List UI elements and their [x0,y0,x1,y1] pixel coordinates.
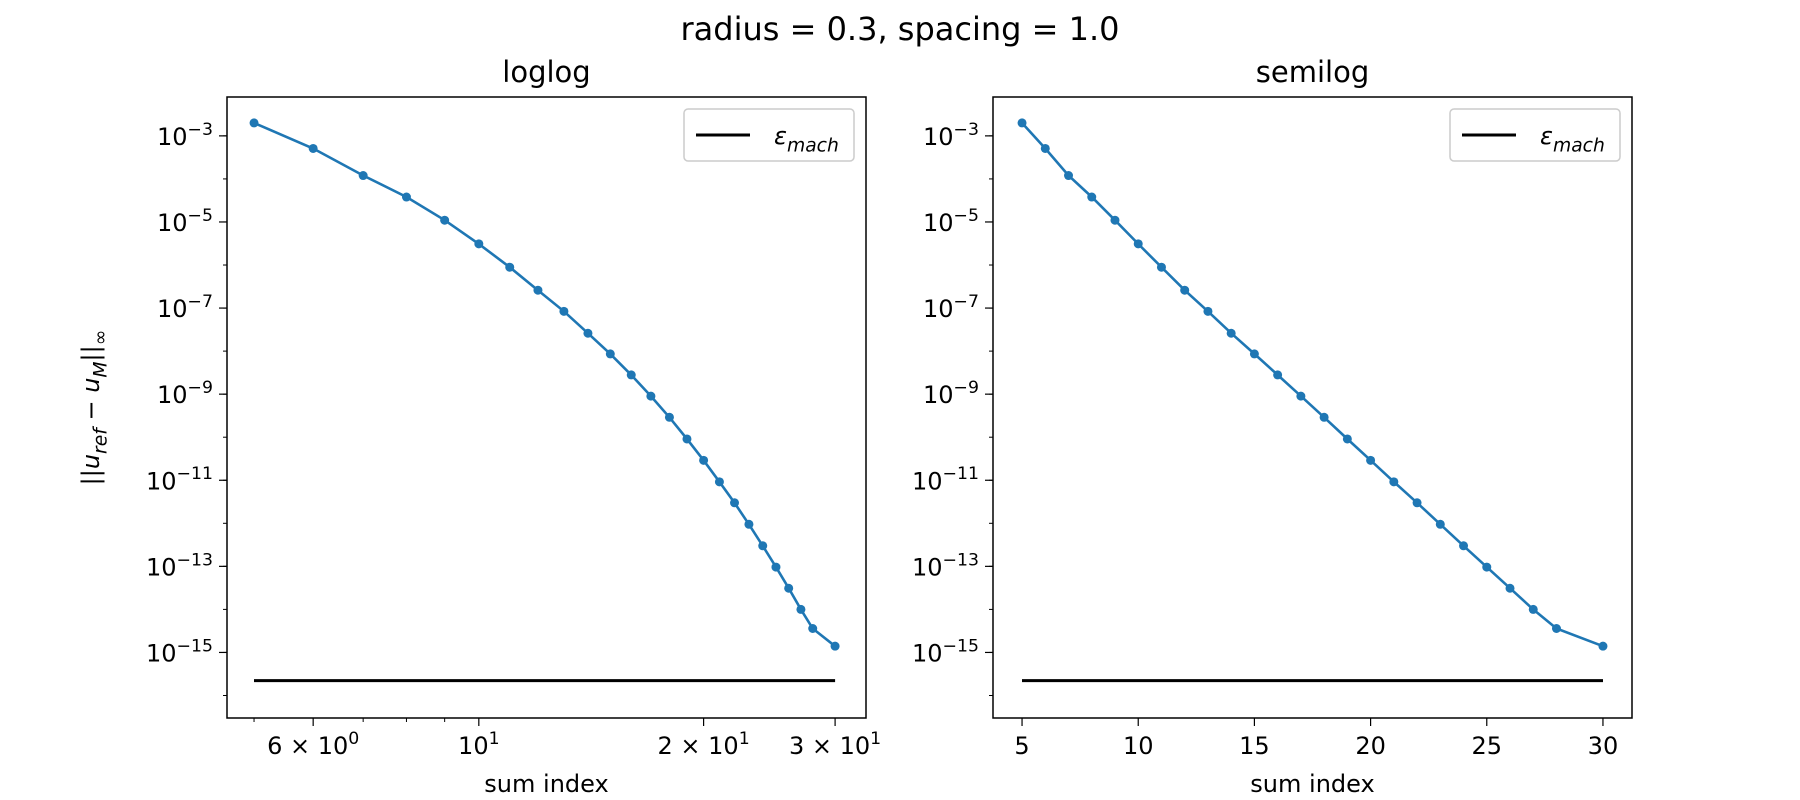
x-axis-title: sum index [484,770,608,798]
x-tick-label: 15 [1239,732,1270,760]
figure-suptitle: radius = 0.3, spacing = 1.0 [680,10,1119,48]
y-tick-label: 10−15​ [146,636,213,667]
x-tick-label: 101​ [458,729,500,760]
y-tick-label: 10−5​ [157,206,213,237]
data-point [1017,118,1027,128]
data-point [1505,583,1515,593]
x-axis-title: sum index [1250,770,1374,798]
panel-title: semilog [1256,55,1369,89]
y-tick-label: 10−13​ [146,550,213,581]
data-point [1435,519,1445,529]
data-point [1156,262,1166,272]
data-point [1273,370,1283,380]
data-point [1319,412,1329,422]
data-point [1528,604,1538,614]
y-tick-label: 10−9​ [923,378,979,409]
y-tick-label: 10−3​ [157,120,213,151]
data-point [358,171,368,181]
y-tick-label: 10−3​ [923,120,979,151]
data-point [664,412,674,422]
data-point [1087,192,1097,202]
y-tick-label: 10−11​ [912,464,979,495]
data-point [1226,328,1236,338]
x-tick-label: 2 × 101​ [658,729,750,760]
data-point [559,306,569,316]
x-tick-label: 20 [1355,732,1386,760]
data-point [1412,498,1422,508]
panel-title: loglog [502,55,590,89]
y-tick-label: 10−7​ [923,292,979,323]
data-point [730,498,740,508]
y-tick-label: 10−11​ [146,464,213,495]
plot-frame [226,96,867,719]
x-tick-label: 6 × 100​ [267,729,359,760]
legend-label: εmach​ [774,122,839,156]
data-point [830,641,840,651]
x-tick-label: 25 [1471,732,1502,760]
data-point [505,262,515,272]
data-point [758,541,768,551]
data-point [796,604,806,614]
data-point [699,455,709,465]
data-point [1296,391,1306,401]
data-point [1249,349,1259,359]
plot-frame [992,96,1633,719]
data-point [474,239,484,249]
data-point [1342,434,1352,444]
data-point [1389,477,1399,487]
y-tick-label: 10−9​ [157,378,213,409]
x-tick-label: 3 × 101​ [789,729,881,760]
data-point [533,285,543,295]
data-point [605,349,615,359]
legend: εmach​ [1449,108,1621,162]
data-point [1133,239,1143,249]
data-point [583,328,593,338]
data-point [1064,171,1074,181]
data-point [1598,641,1608,651]
y-axis-title: ||uref​ − uM​||∞​ [77,330,111,486]
legend-label: εmach​ [1540,122,1605,156]
data-point [771,562,781,572]
data-point [714,477,724,487]
semilog-panel: semilog 10−3​ 10−5​ 10−7​ 10−9​ 10−11​ 10−13​ 1… [912,55,1633,798]
legend-box [1449,108,1621,162]
data-point [1482,562,1492,572]
error-series-line [253,121,836,648]
data-point [1203,306,1213,316]
data-point [1551,623,1561,633]
data-point [744,519,754,529]
y-tick-label: 10−13​ [912,550,979,581]
data-point [646,391,656,401]
data-point [1040,143,1050,153]
data-point [1180,285,1190,295]
loglog-panel: loglog 10−3​ 10−5​ 10−7​ 10−9​ 10−11​ 10−13​ 10… [77,55,881,798]
data-point [1110,215,1120,225]
legend-box [683,108,855,162]
data-point [808,623,818,633]
x-tick-label: 10 [1123,732,1154,760]
data-point [784,583,794,593]
data-point [308,143,318,153]
data-point [1366,455,1376,465]
x-tick-label: 30 [1588,732,1619,760]
y-tick-label: 10−5​ [923,206,979,237]
legend: εmach​ [683,108,855,162]
data-point [626,370,636,380]
y-tick-label: 10−15​ [912,636,979,667]
error-series-line [1021,122,1604,648]
y-tick-label: 10−7​ [157,292,213,323]
data-point [440,215,450,225]
data-point [249,118,259,128]
data-point [401,192,411,202]
x-tick-label: 5 [1014,732,1029,760]
data-point [682,434,692,444]
data-point [1459,541,1469,551]
